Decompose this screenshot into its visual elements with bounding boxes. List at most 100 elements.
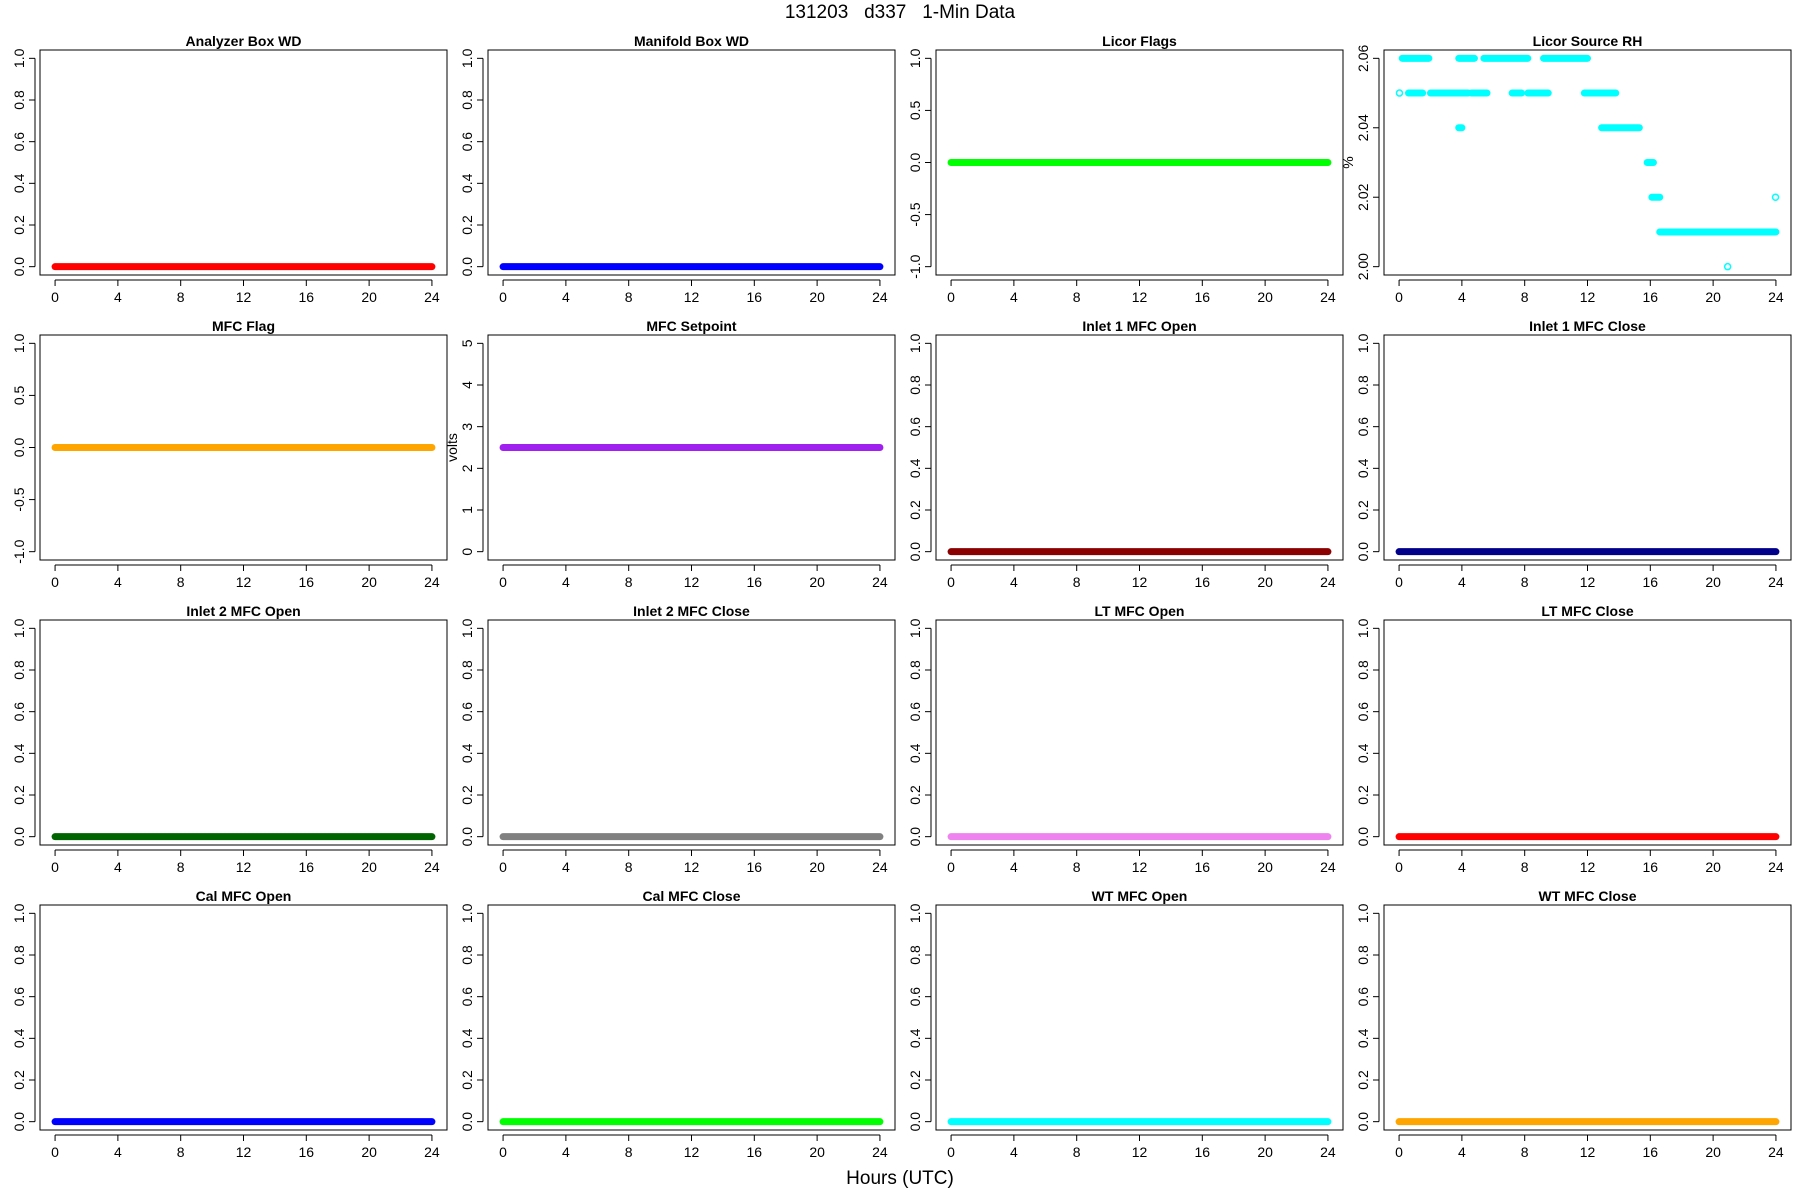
panel-title: WT MFC Close [1539,888,1637,904]
y-tick-label: 0.8 [11,90,27,110]
plot-frame [935,49,1344,276]
y-tick-label: 0.2 [1355,785,1371,805]
y-tick-label: 0.6 [11,987,27,1007]
panel-title: Licor Source RH [1533,33,1643,49]
y-tick-label: 0.6 [1355,417,1371,437]
y-axis-label: volts [444,433,460,462]
x-tick-label: 12 [684,289,700,305]
y-tick-label: 2.04 [1355,114,1371,141]
plot-frame [935,619,1344,846]
plot-frame [487,619,896,846]
y-tick-label: 0.0 [11,438,27,458]
x-tick-label: 8 [1521,1144,1529,1160]
y-tick-label: 0.6 [1355,702,1371,722]
x-tick-label: 16 [1643,289,1659,305]
panel-title: Inlet 2 MFC Open [186,603,300,619]
y-tick-label: 0.6 [11,702,27,722]
x-tick-label: 16 [1195,289,1211,305]
panel-title: LT MFC Open [1095,603,1185,619]
y-tick-label: 0 [459,548,475,556]
y-tick-label: 0.6 [907,702,923,722]
y-tick-label: 0.0 [907,1112,923,1132]
panel-inlet-1-mfc-open: Inlet 1 MFC Open 0 4 8 12 16 20 24 0.0 0.2 0.4 0.6 0… [907,318,1344,590]
x-tick-label: 16 [1195,574,1211,590]
data-point [1723,262,1732,271]
y-tick-label: 0.8 [11,660,27,680]
y-tick-label: 0.4 [11,743,27,763]
x-tick-label: 0 [1395,289,1403,305]
x-tick-label: 20 [1257,289,1273,305]
y-tick-label: 1.0 [1355,618,1371,638]
x-tick-label: 12 [684,859,700,875]
y-tick-label: 0.8 [459,660,475,680]
x-tick-label: 20 [361,574,377,590]
y-tick-label: 3 [459,423,475,431]
y-tick-label: 0.8 [907,375,923,395]
panel-lt-mfc-close: LT MFC Close 0 4 8 12 16 20 24 0.0 0.2 0.4 0.6 0.8 1.… [1355,603,1792,875]
y-tick-label: 0.5 [11,385,27,405]
x-tick-label: 20 [1705,1144,1721,1160]
x-tick-label: 4 [562,574,570,590]
x-tick-label: 16 [1195,859,1211,875]
y-tick-label: 0.2 [907,500,923,520]
x-tick-label: 20 [1257,574,1273,590]
y-tick-label: -0.5 [907,202,923,226]
x-tick-label: 0 [947,574,955,590]
panel-title: WT MFC Open [1092,888,1188,904]
x-tick-label: 12 [684,1144,700,1160]
plot-frame [39,619,448,846]
x-tick-label: 4 [114,1144,122,1160]
x-tick-label: 16 [299,574,315,590]
y-tick-label: 0.2 [1355,500,1371,520]
x-tick-label: 0 [499,1144,507,1160]
y-tick-label: 0.2 [459,1070,475,1090]
panel-title: MFC Setpoint [646,318,737,334]
x-tick-label: 24 [424,289,440,305]
y-tick-label: 1.0 [459,903,475,923]
x-tick-label: 16 [299,1144,315,1160]
y-tick-label: 0.0 [1355,827,1371,847]
x-tick-label: 16 [747,1144,763,1160]
x-tick-label: 20 [1705,289,1721,305]
y-tick-label: 0.8 [907,660,923,680]
panel-title: Inlet 1 MFC Open [1082,318,1196,334]
x-tick-label: 16 [299,859,315,875]
y-tick-label: 2 [459,464,475,472]
y-tick-label: 0.2 [907,785,923,805]
x-tick-label: 12 [1580,289,1596,305]
x-tick-label: 4 [1010,859,1018,875]
y-tick-label: 0.2 [11,785,27,805]
x-tick-label: 8 [1073,574,1081,590]
x-tick-label: 4 [1458,289,1466,305]
panel-title: Cal MFC Close [642,888,740,904]
x-tick-label: 0 [51,859,59,875]
x-tick-label: 20 [1705,574,1721,590]
x-tick-label: 12 [1580,574,1596,590]
y-tick-label: 0.6 [459,132,475,152]
panel-title: LT MFC Close [1541,603,1634,619]
panel-licor-flags: Licor Flags 0 4 8 12 16 20 24 -1.0 -0.5 0.0 0.5 1.0 [907,33,1344,305]
y-tick-label: 0.2 [907,1070,923,1090]
x-tick-label: 20 [361,289,377,305]
y-tick-label: 0.2 [459,215,475,235]
x-tick-label: 8 [1073,1144,1081,1160]
y-tick-label: 0.8 [1355,375,1371,395]
x-tick-label: 24 [1768,289,1784,305]
y-tick-label: 0.6 [907,417,923,437]
x-tick-label: 24 [1768,1144,1784,1160]
y-tick-label: 0.0 [1355,1112,1371,1132]
panel-title: Inlet 2 MFC Close [633,603,750,619]
x-tick-label: 16 [1643,859,1659,875]
x-tick-label: 16 [747,574,763,590]
x-tick-label: 12 [1132,574,1148,590]
plot-frame [1383,334,1792,561]
x-tick-label: 4 [1010,289,1018,305]
y-tick-label: 0.0 [907,827,923,847]
x-tick-label: 0 [947,1144,955,1160]
panel-title: Manifold Box WD [634,33,749,49]
x-tick-label: 4 [1458,574,1466,590]
x-axis-label: Hours (UTC) [846,1168,954,1189]
y-tick-label: 0.4 [907,743,923,763]
x-tick-label: 8 [177,859,185,875]
x-tick-label: 0 [51,1144,59,1160]
